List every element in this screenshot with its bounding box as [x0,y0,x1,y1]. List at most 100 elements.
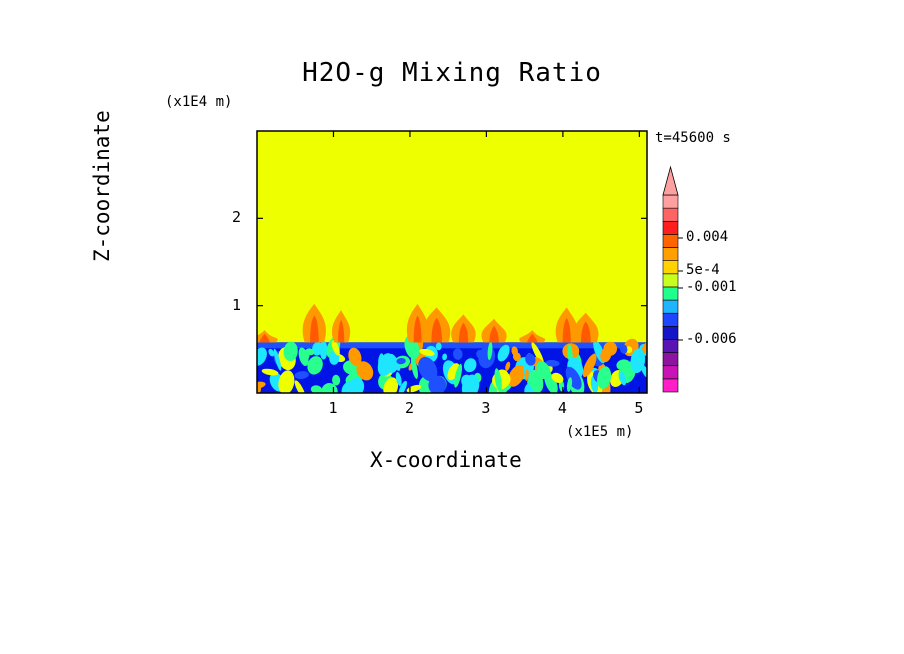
colorbar-segment [662,299,679,314]
colorbar-segment [662,247,679,261]
colorbar-segment [662,207,679,222]
colorbar-segment [662,339,679,353]
plot-frame [256,130,648,394]
eddy-cell [332,374,341,386]
y-tick-label: 2 [232,208,242,227]
eddy-cell [356,361,374,381]
eddy-cell [341,381,359,393]
colorbar-segment [662,378,679,393]
colorbar-segment [662,326,679,340]
eddy-cell [294,380,306,393]
eddy-cell [395,372,402,386]
x-tick-label: 4 [557,399,567,417]
x-tick-label: 2 [404,399,414,417]
eddy-cell [619,371,627,386]
eddy-cell [454,363,463,388]
plume-core [527,333,538,343]
eddy-cell [566,377,573,392]
eddy-cell [389,353,401,371]
eddy-cell [582,353,597,377]
eddy-cell [531,342,544,365]
plume-core [309,315,319,343]
plume-core [413,315,422,343]
colorbar-label: 5e-4 [686,262,720,278]
eddy-cell [261,368,279,376]
plume-core [489,325,499,343]
colorbar-label: 0.004 [686,229,729,245]
x-tick-label: 1 [328,399,338,417]
colorbar-segment [662,194,679,209]
boundary-layer-top-band [257,342,647,349]
eddy-cell [511,346,518,356]
eddy-cell [283,341,298,362]
eddy-cell [476,349,484,359]
eddy-cell [312,342,323,356]
colorbar-segment [662,273,679,288]
eddy-cell [305,348,315,356]
plume-core [431,317,443,343]
eddy-cell [452,348,463,360]
x-axis-label: X-coordinate [370,448,522,472]
axis-ticks [257,131,647,393]
x-scale-label: (x1E5 m) [566,424,634,440]
colorbar-segment [662,365,679,380]
colorbar-extend-arrow [662,165,679,196]
colorbar [662,165,683,393]
colorbar-segment [662,220,679,235]
eddy-cell [529,369,544,393]
eddy-cell [597,366,612,389]
eddy-cell [625,346,633,354]
colorbar-label: -0.001 [686,279,737,295]
eddy-cell [307,356,323,375]
colorbar-segment [662,260,679,275]
eddy-cell [565,366,582,390]
eddy-cell [442,353,448,361]
y-axis-label: Z-coordinate [90,110,114,262]
eddy-cell [507,365,525,387]
eddy-cell [419,348,435,356]
eddy-cell [278,370,295,393]
y-scale-label: (x1E4 m) [165,94,233,110]
eddy-cell [418,356,438,382]
eddy-cell [494,368,502,392]
y-tick-label: 1 [232,295,242,314]
heatmap-field [257,131,647,393]
eddy-cell [410,356,418,379]
eddy-cell [463,358,477,373]
colorbar-segment [662,352,679,367]
eddy-cell [310,385,322,393]
x-tick-label: 5 [634,399,644,417]
eddy-cell [257,347,267,366]
x-tick-label: 3 [481,399,491,417]
eddy-cell [331,340,340,356]
chart-title: H2O-g Mixing Ratio [302,58,602,88]
plume-core [580,321,591,343]
eddy-cell [525,353,536,366]
eddy-cell [497,344,510,362]
eddy-cell [640,364,647,379]
time-label: t=45600 s [655,130,731,146]
eddy-cell [348,347,362,366]
eddy-cell [294,371,309,380]
eddy-cell [505,361,511,371]
eddy-cell [268,348,275,357]
eddy-cell [600,347,612,363]
eddy-cell [545,359,560,367]
eddy-cell [398,380,407,393]
eddy-cell [524,368,529,381]
plume-core [562,317,571,343]
eddy-cell [551,372,564,384]
colorbar-segment [662,234,679,248]
colorbar-segment [662,312,679,327]
plume-core [458,322,469,343]
eddy-cell [396,357,406,365]
eddy-cell [428,375,447,393]
colorbar-label: -0.006 [686,331,737,347]
eddy-cell [619,344,628,354]
eddy-cell [273,348,282,371]
plume-core [259,333,270,343]
eddy-cell [378,353,384,367]
plume-core [337,319,345,343]
eddy-cell [487,341,493,361]
